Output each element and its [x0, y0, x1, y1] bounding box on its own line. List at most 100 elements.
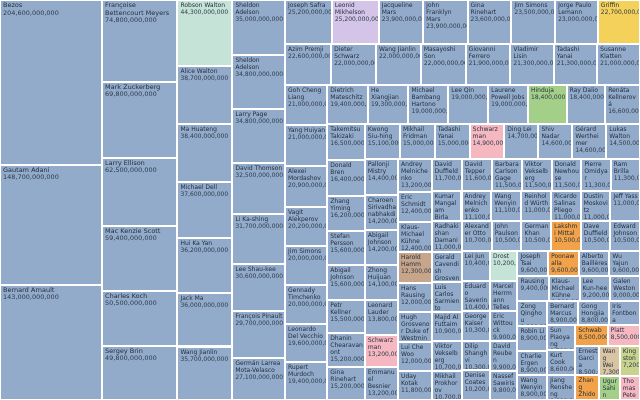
treemap-cell-mark-zuckerberg[interactable]: Mark Zuckerberg 69,800,000,000 — [102, 81, 178, 158]
treemap-cell-wang-jianlin[interactable]: Wang Jianlin 35,700,000,000 — [177, 346, 233, 400]
treemap-cell-thomas-peterffy[interactable]: Thomas Peterffy6,000,000,000 — [619, 375, 640, 400]
treemap-cell-ma-huateng[interactable]: Ma Huateng 38,400,000,000 — [177, 124, 233, 182]
treemap-cell-michael-dell[interactable]: Michael Dell 37,600,000,000 — [177, 181, 233, 239]
treemap-cell-sheldon-adelson[interactable]: Sheldon Adelson 34,800,000,000 — [232, 54, 286, 109]
treemap-cell-azim-premji[interactable]: Azim Premji 22,600,000,000 — [285, 44, 332, 85]
treemap-cell-marcel-herrmann-telles[interactable]: Marcel Herrmann Telles10,000,000,000 — [490, 281, 518, 312]
treemap-cell-sun-piaoyang[interactable]: Sun Piaoyang8,700,000,000 — [547, 324, 576, 350]
treemap-cell-larry-ellison[interactable]: Larry Ellison 62,500,000,000 — [102, 157, 178, 226]
treemap-cell-robin-li[interactable]: Robin Li8,900,000,000 — [517, 325, 548, 351]
treemap-cell-lee-shau-kee[interactable]: Lee Shau-kee 30,600,000,000 — [232, 263, 286, 312]
treemap-cell-robson-walton[interactable]: Robson Walton 44,300,000,000 — [177, 0, 233, 67]
treemap-cell-leonid-mikhelson[interactable]: Leonid Mikhelson 25,200,000,000 — [331, 0, 379, 45]
treemap-cell-joseph-safra[interactable]: Joseph Safra 25,200,000,000 — [285, 0, 332, 45]
treemap-cell-ugur-sahin[interactable]: Ugur Sahin6,000,000,000 — [599, 375, 620, 400]
treemap-cell-jiang-rensheng[interactable]: Jiang Rensheng8,600,000,000 — [547, 374, 576, 400]
treemap-cell-hui-ka-yan[interactable]: Hui Ka Yan 36,200,000,000 — [177, 238, 233, 293]
treemap-cell-sergey-brin[interactable]: Sergey Brin 49,800,000,000 — [102, 345, 178, 400]
treemap-cell-luis-carlos-sarmiento[interactable]: Luis Carlos Sarmiento11,000,000,000 — [431, 281, 462, 312]
treemap-cell-hugh-grosvenor-duke-of-westminster[interactable]: Hugh Grosvenor Duke of Westminster12,000… — [398, 312, 432, 342]
treemap-cell-sheldon-adelson[interactable]: Sheldon Adelson 35,000,000,000 — [232, 0, 286, 55]
treemap-cell-klaus-michael-kuhne[interactable]: Klaus-Michael Kühne9,300,000,000 — [548, 276, 580, 302]
treemap-cell-li-ka-shing[interactable]: Li Ka-shing 31,700,000,000 — [232, 214, 286, 264]
treemap-cell-mac-kenzie-scott[interactable]: Mac Kenzie Scott 59,400,000,000 — [102, 225, 178, 291]
treemap-cell-bezos[interactable]: Bezos 204,600,000,000 — [0, 0, 103, 165]
treemap-cell-gautam-adani[interactable]: Gautam Adani 148,700,000,000 — [0, 164, 103, 285]
treemap-cell-gerald-cavendish-grosvenor[interactable]: Gerald Cavendish Grosvenor11,000,000,000 — [431, 251, 462, 282]
treemap-cell-iris-fontbona[interactable]: Iris Fontbona8,800,000,000 — [609, 301, 640, 325]
treemap-cell-zong-qinghou[interactable]: Zong Qinghou8,900,000,000 — [517, 301, 548, 326]
